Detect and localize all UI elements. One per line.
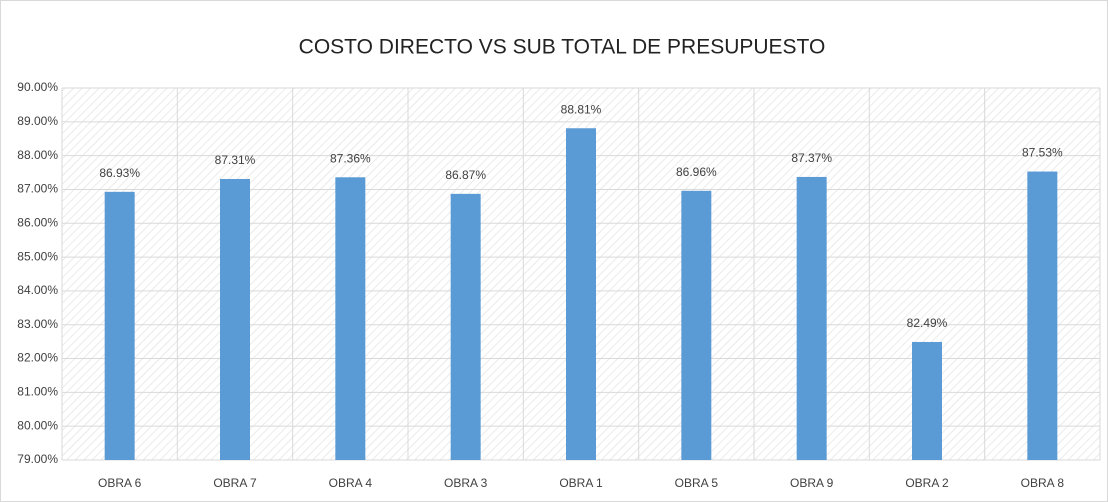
y-tick-label: 87.00% [17, 182, 58, 196]
x-tick-label: OBRA 3 [444, 476, 488, 490]
data-label: 86.96% [676, 165, 717, 179]
y-tick-label: 90.00% [17, 80, 58, 94]
y-tick-label: 88.00% [17, 148, 58, 162]
data-label: 82.49% [907, 316, 948, 330]
y-tick-label: 89.00% [17, 114, 58, 128]
bar [912, 341, 942, 460]
x-tick-label: OBRA 9 [790, 476, 834, 490]
x-tick-label: OBRA 4 [329, 476, 373, 490]
x-tick-label: OBRA 5 [675, 476, 719, 490]
bar [450, 193, 481, 461]
y-tick-label: 81.00% [17, 385, 58, 399]
x-tick-label: OBRA 1 [559, 476, 603, 490]
data-label: 88.81% [561, 102, 602, 116]
y-tick-label: 85.00% [17, 249, 58, 263]
bar [566, 128, 596, 460]
y-tick-label: 82.00% [17, 351, 58, 365]
y-tick-label: 80.00% [17, 418, 58, 432]
y-tick-label: 83.00% [17, 317, 58, 331]
chart-title: COSTO DIRECTO VS SUB TOTAL DE PRESUPUEST… [299, 36, 826, 59]
data-label: 86.93% [99, 166, 140, 180]
bar [1027, 171, 1058, 460]
bar [220, 178, 250, 461]
x-tick-label: OBRA 7 [213, 476, 257, 490]
y-tick-label: 84.00% [17, 283, 58, 297]
y-tick-label: 86.00% [17, 215, 58, 229]
bar [104, 191, 135, 460]
x-tick-label: OBRA 8 [1021, 476, 1065, 490]
x-tick-label: OBRA 2 [905, 476, 949, 490]
x-tick-label: OBRA 6 [98, 476, 142, 490]
data-label: 87.53% [1022, 146, 1063, 160]
bar [681, 190, 712, 461]
data-label: 87.31% [215, 153, 256, 167]
data-label: 87.37% [791, 151, 832, 165]
bar [335, 177, 366, 460]
bar [796, 176, 827, 460]
data-label: 87.36% [330, 151, 371, 165]
data-label: 86.87% [445, 168, 486, 182]
y-tick-label: 79.00% [17, 452, 58, 466]
